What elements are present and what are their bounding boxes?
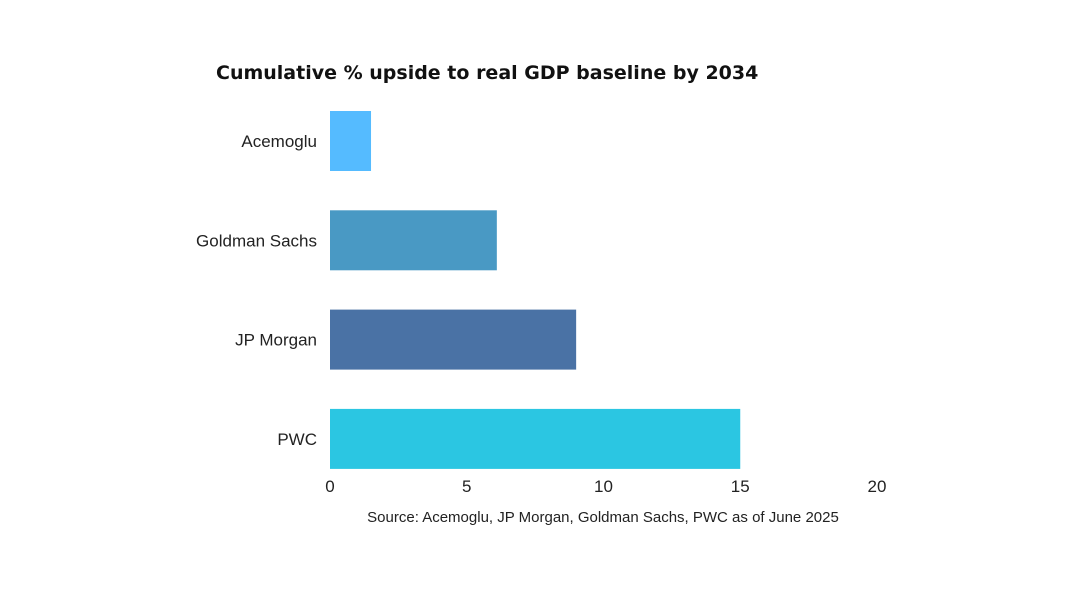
category-label-acemoglu: Acemoglu bbox=[241, 132, 317, 151]
x-tick-label: 15 bbox=[731, 477, 750, 496]
x-tick-label: 10 bbox=[594, 477, 613, 496]
category-label-goldman-sachs: Goldman Sachs bbox=[196, 231, 317, 250]
x-tick-label: 5 bbox=[462, 477, 471, 496]
category-label-pwc: PWC bbox=[277, 430, 317, 449]
bar-pwc bbox=[330, 408, 741, 469]
x-axis-ticks-group: 0 5 10 15 20 bbox=[325, 477, 886, 496]
category-labels-group: Acemoglu Goldman Sachs JP Morgan PWC bbox=[196, 132, 317, 449]
bars-group bbox=[330, 111, 741, 469]
bar-acemoglu bbox=[330, 111, 372, 171]
bar-goldman-sachs bbox=[330, 210, 497, 271]
category-label-jp-morgan: JP Morgan bbox=[235, 331, 317, 350]
chart-title: Cumulative % upside to real GDP baseline… bbox=[216, 62, 758, 84]
x-tick-label: 20 bbox=[868, 477, 887, 496]
bar-jp-morgan bbox=[330, 309, 577, 370]
x-tick-label: 0 bbox=[325, 477, 334, 496]
chart-source-note: Source: Acemoglu, JP Morgan, Goldman Sac… bbox=[367, 509, 839, 526]
